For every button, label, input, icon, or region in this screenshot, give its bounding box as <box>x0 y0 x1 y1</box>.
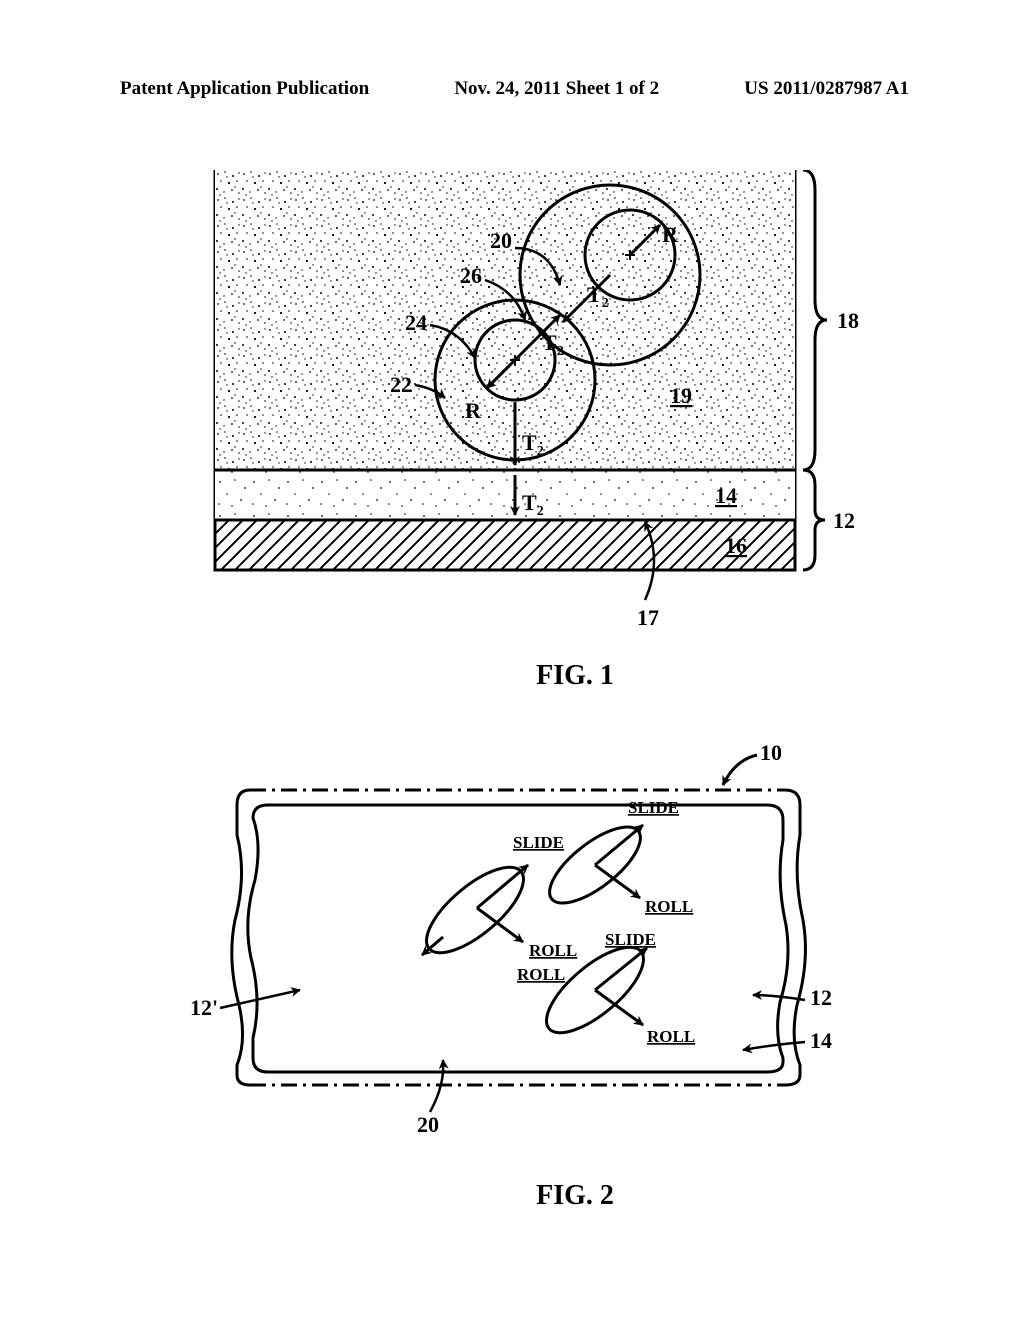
svg-text:12: 12 <box>833 508 855 533</box>
svg-text:19: 19 <box>670 383 692 408</box>
fig1-svg: 20 26 24 22 19 14 16 17 R R T2 T2 T2 T2 <box>175 170 875 640</box>
page: Patent Application Publication Nov. 24, … <box>0 0 1024 1320</box>
svg-text:26: 26 <box>460 263 482 288</box>
svg-text:20: 20 <box>417 1112 439 1137</box>
svg-text:ROLL: ROLL <box>517 965 565 984</box>
svg-text:12: 12 <box>810 985 832 1010</box>
header-center: Nov. 24, 2011 Sheet 1 of 2 <box>454 78 659 100</box>
svg-text:14: 14 <box>810 1028 832 1053</box>
svg-text:22: 22 <box>390 372 412 397</box>
svg-text:SLIDE: SLIDE <box>605 930 656 949</box>
svg-text:ROLL: ROLL <box>647 1027 695 1046</box>
svg-text:10: 10 <box>760 740 782 765</box>
svg-text:SLIDE: SLIDE <box>628 798 679 817</box>
svg-text:20: 20 <box>490 228 512 253</box>
svg-text:24: 24 <box>405 310 427 335</box>
fig2-svg: SLIDE SLIDE SLIDE ROLL ROLL ROLL ROLL 10 <box>175 740 875 1160</box>
svg-text:R: R <box>662 222 679 247</box>
svg-text:14: 14 <box>715 483 737 508</box>
svg-text:17: 17 <box>637 605 659 630</box>
fig2-caption: FIG. 2 <box>515 1180 635 1212</box>
header-right: US 2011/0287987 A1 <box>744 78 909 100</box>
svg-text:12': 12' <box>190 995 218 1020</box>
svg-text:ROLL: ROLL <box>645 897 693 916</box>
figures-container: 20 26 24 22 19 14 16 17 R R T2 T2 T2 T2 <box>175 170 875 1220</box>
page-header: Patent Application Publication Nov. 24, … <box>0 78 1024 100</box>
svg-text:18: 18 <box>837 308 859 333</box>
fig1-caption: FIG. 1 <box>515 660 635 692</box>
svg-text:ROLL: ROLL <box>529 941 577 960</box>
svg-text:SLIDE: SLIDE <box>513 833 564 852</box>
header-left: Patent Application Publication <box>120 78 369 100</box>
svg-text:R: R <box>465 398 482 423</box>
svg-text:16: 16 <box>725 533 747 558</box>
